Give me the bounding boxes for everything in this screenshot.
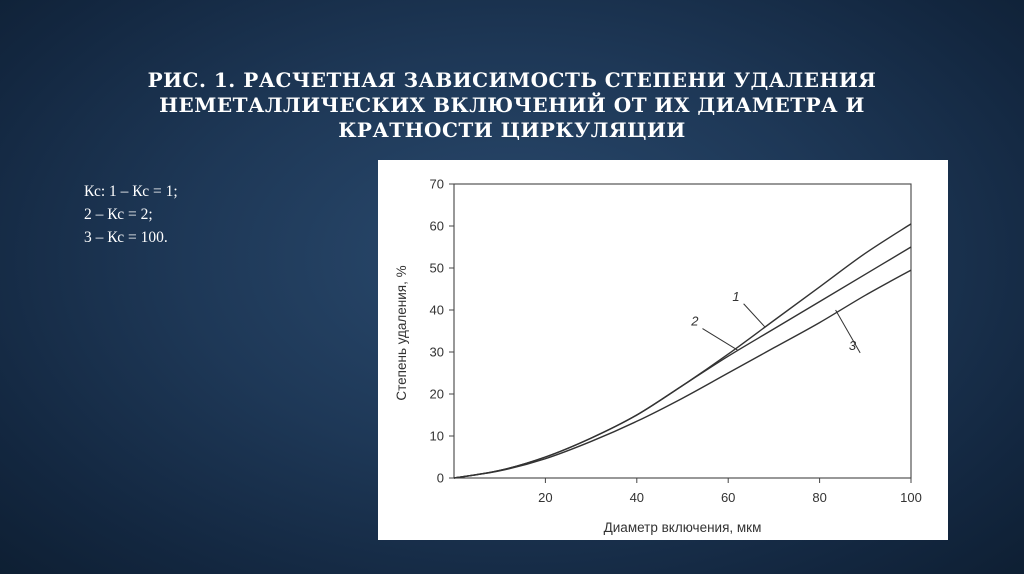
y-tick-label: 20 (430, 387, 444, 402)
y-tick-label: 40 (430, 303, 444, 318)
series-callout-label-1: 1 (732, 289, 739, 304)
x-tick-label: 20 (538, 490, 552, 505)
series-line-3 (453, 269, 912, 479)
x-tick-label: 40 (630, 490, 644, 505)
x-tick-label: 80 (812, 490, 826, 505)
x-tick-label: 100 (900, 490, 922, 505)
note-line-1: Кс: 1 – Кс = 1; (84, 183, 178, 200)
curve-legend-notes: Кс: 1 – Кс = 1; 2 – Кс = 2; 3 – Кс = 100… (84, 180, 178, 249)
chart-panel: 0 10 20 30 40 50 60 70 20 40 60 80 100 Диаметр включе… (378, 160, 948, 540)
plot-frame (453, 183, 912, 479)
slide-title: РИС. 1. РАСЧЕТНАЯ ЗАВИСИМОСТЬ СТЕПЕНИ УД… (147, 68, 877, 142)
y-tick-label: 70 (430, 177, 444, 192)
series-callout-label-2: 2 (690, 314, 699, 329)
x-tick-label: 60 (721, 490, 735, 505)
line-chart: 0 10 20 30 40 50 60 70 20 40 60 80 100 Диаметр включе… (394, 177, 922, 536)
note-line-2: 2 – Кс = 2; (84, 206, 153, 223)
y-tick-label: 0 (437, 471, 444, 486)
y-tick-label: 60 (430, 219, 444, 234)
note-line-3: 3 – Кс = 100. (84, 229, 168, 246)
y-tick-label: 50 (430, 261, 444, 276)
series-callout-leader (743, 303, 766, 328)
series-callout-leader (702, 328, 738, 351)
y-axis-label: Степень удаления, % (394, 265, 409, 400)
y-tick-label: 30 (430, 345, 444, 360)
series-callout-leader (835, 309, 861, 354)
y-tick-label: 10 (430, 429, 444, 444)
series-line-1 (453, 223, 912, 479)
series-callout-label-3: 3 (849, 338, 857, 353)
x-axis-label: Диаметр включения, мкм (604, 520, 762, 535)
series-line-2 (453, 246, 912, 479)
